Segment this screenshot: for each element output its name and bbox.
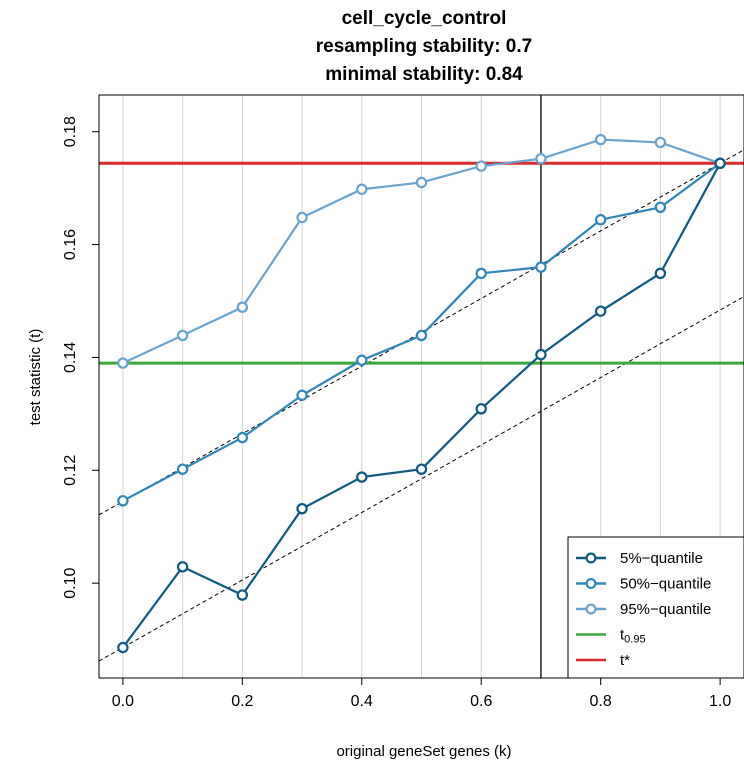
series-1 <box>117 157 726 507</box>
dashed-diagonal-line <box>99 149 744 516</box>
x-tick-label: 1.0 <box>709 693 731 710</box>
x-tick-label: 0.4 <box>351 693 373 710</box>
legend-marker <box>585 552 597 564</box>
legend-box <box>567 536 744 679</box>
series-point <box>236 301 249 313</box>
legend-marker <box>585 603 597 615</box>
legend-label: t* <box>620 652 630 669</box>
y-tick-label: 0.10 <box>62 568 79 599</box>
series-point <box>535 348 547 361</box>
legend-label-subscript: 0.95 <box>624 634 645 646</box>
series-point <box>475 267 487 280</box>
series-layer <box>117 133 726 654</box>
series-point <box>356 354 368 366</box>
legend-label: 5%−quantile <box>620 550 703 567</box>
series-point <box>475 160 487 172</box>
y-tick-label: 0.14 <box>62 342 79 373</box>
series-point <box>415 329 428 342</box>
series-point <box>535 261 547 273</box>
x-tick-label: 0.6 <box>470 693 492 710</box>
series-point <box>594 133 607 146</box>
series-point <box>654 201 667 214</box>
series-point <box>117 357 129 369</box>
x-tick-label: 0.0 <box>112 693 134 710</box>
x-tick-label: 0.2 <box>231 693 253 710</box>
chart-subtitle-resampling: resampling stability: 0.7 <box>316 36 532 57</box>
series-point <box>296 502 308 515</box>
series-point <box>117 495 129 507</box>
series-point <box>415 176 428 189</box>
series-point <box>356 183 368 195</box>
chart-title: cell_cycle_control <box>342 8 507 29</box>
series-point <box>236 589 249 601</box>
series-point <box>594 305 607 317</box>
series-point <box>176 463 189 475</box>
legend-marker <box>585 577 597 589</box>
series-point <box>535 153 547 165</box>
y-tick-label: 0.16 <box>62 229 79 260</box>
series-point <box>654 267 667 280</box>
series-point <box>176 329 189 342</box>
chart-subtitle-minimal: minimal stability: 0.84 <box>325 64 523 85</box>
series-point <box>714 157 726 169</box>
series-point <box>356 471 368 483</box>
series-point <box>654 136 667 149</box>
dashed-diagonal-line <box>99 296 744 662</box>
legend: 5%−quantile50%−quantile95%−quantilet0.95… <box>567 536 744 679</box>
x-axis-label: original geneSet genes (k) <box>336 743 511 760</box>
y-tick-label: 0.18 <box>62 116 79 147</box>
series-point <box>176 561 189 573</box>
series-point <box>415 463 428 475</box>
dashed-layer <box>99 149 744 662</box>
series-0 <box>117 157 726 654</box>
y-tick-label: 0.12 <box>62 455 79 486</box>
series-point <box>594 214 607 226</box>
series-point <box>236 431 249 444</box>
legend-label: 50%−quantile <box>620 576 711 593</box>
series-point <box>117 641 129 654</box>
chart-title-group: cell_cycle_control resampling stability:… <box>316 8 532 85</box>
series-point <box>475 403 487 415</box>
x-tick-label: 0.8 <box>590 693 612 710</box>
reference-line-layer <box>99 95 744 678</box>
axis-layer: 0.0 0.2 0.4 0.6 0.8 1.0 0.10 0.12 0.14 0.16 0.18 <box>62 116 731 710</box>
series-point <box>296 389 308 401</box>
series-point <box>296 211 308 224</box>
plot-frame <box>98 94 744 679</box>
y-axis-label: test statistic (t) <box>27 329 44 426</box>
legend-label: 95%−quantile <box>620 601 711 618</box>
